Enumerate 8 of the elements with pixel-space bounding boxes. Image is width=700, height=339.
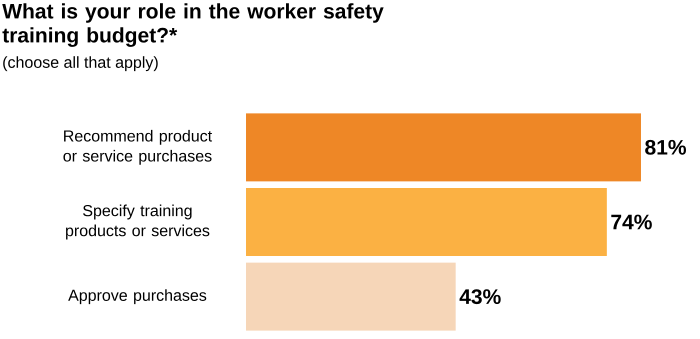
chart-title: What is your role in the worker safety training budget?* <box>2 3 384 47</box>
y-tick-label: Recommend product or service purchases <box>63 130 212 165</box>
data-label: 74% <box>611 214 652 230</box>
y-tick-label: Specify training products or services <box>66 204 210 240</box>
data-label: 43% <box>460 289 501 304</box>
data-label: 81% <box>645 140 686 155</box>
text: (choose all that apply) <box>3 56 158 72</box>
y-tick-label: Approve purchases <box>68 289 206 304</box>
